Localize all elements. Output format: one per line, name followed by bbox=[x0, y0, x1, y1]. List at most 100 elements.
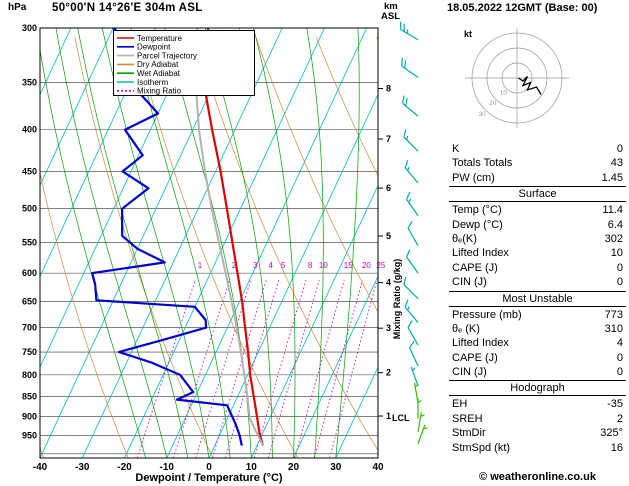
svg-text:3: 3 bbox=[386, 323, 391, 333]
stat-value: 0 bbox=[616, 366, 623, 379]
legend-item-label: Dry Adiabat bbox=[137, 60, 179, 69]
stat-value: 10 bbox=[610, 247, 623, 260]
dry-adiabats bbox=[40, 37, 378, 458]
stat-label: K bbox=[452, 143, 460, 155]
stat-value: 0 bbox=[616, 261, 623, 274]
svg-text:10: 10 bbox=[500, 90, 508, 97]
parcel-trajectory-curve bbox=[194, 28, 264, 447]
svg-text:2: 2 bbox=[232, 261, 237, 270]
svg-text:15: 15 bbox=[344, 261, 353, 270]
stat-row: CAPE (J) 0 bbox=[449, 351, 626, 365]
svg-text:800: 800 bbox=[22, 370, 37, 380]
svg-text:20: 20 bbox=[489, 100, 497, 107]
svg-text:-10: -10 bbox=[160, 462, 175, 473]
stat-label: Lifted Index bbox=[452, 337, 509, 350]
svg-text:20: 20 bbox=[362, 261, 371, 270]
svg-text:8: 8 bbox=[386, 84, 391, 94]
mixing-ratio-lines bbox=[136, 279, 378, 458]
section-header: Most Unstable bbox=[449, 290, 626, 307]
svg-text:3: 3 bbox=[253, 261, 258, 270]
legend-item-label: Wet Adiabat bbox=[137, 69, 181, 78]
svg-text:850: 850 bbox=[22, 391, 37, 401]
mixing-ratio-axis-label: Mixing Ratio (g/kg) bbox=[392, 258, 402, 340]
stat-value: 1.45 bbox=[601, 171, 623, 184]
asl-axis-unit: ASL bbox=[381, 11, 400, 22]
svg-text:900: 900 bbox=[22, 412, 37, 422]
svg-text:4: 4 bbox=[386, 278, 391, 288]
svg-text:650: 650 bbox=[22, 296, 37, 306]
stat-row: Temp (°C) 11.4 bbox=[449, 203, 626, 217]
stat-row: SREH 2 bbox=[449, 412, 626, 426]
stat-value: 773 bbox=[604, 308, 623, 321]
stat-value: 0 bbox=[616, 351, 623, 364]
legend-item-label: Dewpoint bbox=[137, 43, 171, 52]
stat-row: θₑ (K) 310 bbox=[449, 322, 626, 336]
svg-text:20: 20 bbox=[288, 462, 300, 473]
stat-label: SREH bbox=[452, 412, 483, 425]
copyright: © weatheronline.co.uk bbox=[479, 471, 596, 483]
stat-row: EH -35 bbox=[449, 397, 626, 411]
stat-row: StmSpd (kt) 16 bbox=[449, 441, 626, 455]
svg-text:4: 4 bbox=[268, 261, 273, 270]
station-title: 50°00'N 14°26'E 304m ASL bbox=[52, 2, 203, 14]
stat-label: PW (cm) bbox=[452, 171, 495, 184]
svg-text:450: 450 bbox=[22, 166, 37, 176]
stat-value: 302 bbox=[604, 232, 623, 245]
svg-text:2: 2 bbox=[386, 368, 391, 378]
svg-text:30: 30 bbox=[330, 462, 342, 473]
stat-label: θₑ (K) bbox=[452, 322, 480, 335]
stat-value: 16 bbox=[610, 441, 623, 454]
svg-text:40: 40 bbox=[372, 462, 384, 473]
stat-value: 4 bbox=[616, 337, 623, 350]
section-header: Surface bbox=[449, 186, 626, 203]
stat-row: Pressure (mb) 773 bbox=[449, 308, 626, 322]
stat-value: 310 bbox=[604, 322, 623, 335]
legend-item-label: Isotherm bbox=[137, 78, 168, 87]
stat-label: θₑ(K) bbox=[452, 232, 477, 245]
stat-label: CAPE (J) bbox=[452, 351, 498, 364]
svg-text:8: 8 bbox=[308, 261, 313, 270]
stat-row: CIN (J) 0 bbox=[449, 365, 626, 379]
km-axis: 1 2 3 4 5 6 7 8 bbox=[378, 84, 391, 421]
stat-row: θₑ(K) 302 bbox=[449, 232, 626, 246]
svg-text:350: 350 bbox=[22, 78, 37, 88]
stat-row: Lifted Index 4 bbox=[449, 336, 626, 350]
indices-panel: K 0 Totals Totals 43 PW (cm) 1.45 Surface Temp … bbox=[449, 142, 626, 455]
mixing-ratio-labels: 1 2 3 4 5 8 10 15 20 25 bbox=[198, 261, 386, 270]
stat-label: StmSpd (kt) bbox=[452, 441, 511, 454]
stat-label: CAPE (J) bbox=[452, 261, 498, 274]
wind-barbs bbox=[400, 21, 428, 444]
stat-value: 6.4 bbox=[607, 218, 623, 231]
svg-text:6: 6 bbox=[386, 183, 391, 193]
svg-text:30: 30 bbox=[479, 111, 487, 118]
legend-item-label: Parcel Trajectory bbox=[137, 51, 197, 60]
svg-text:700: 700 bbox=[22, 323, 37, 333]
stat-value: -35 bbox=[607, 398, 623, 411]
svg-text:1: 1 bbox=[386, 411, 391, 421]
stat-label: EH bbox=[452, 398, 468, 411]
stat-label: Pressure (mb) bbox=[452, 308, 522, 321]
stat-row: Lifted Index 10 bbox=[449, 246, 626, 260]
svg-text:600: 600 bbox=[22, 268, 37, 278]
stat-row: Totals Totals 43 bbox=[449, 156, 626, 170]
pressure-tick-labels: 300 350 400 450 500 550 600 650 700 750 800 850 900 9… bbox=[22, 23, 37, 441]
lcl-marker-label: LCL bbox=[392, 413, 410, 424]
stat-value: 11.4 bbox=[602, 204, 623, 217]
stat-row: StmDir 325° bbox=[449, 426, 626, 440]
svg-text:300: 300 bbox=[22, 23, 37, 33]
stat-label: Totals Totals bbox=[452, 157, 513, 170]
svg-text:10: 10 bbox=[319, 261, 328, 270]
x-axis-label: Dewpoint / Temperature (°C) bbox=[135, 472, 283, 484]
svg-text:7: 7 bbox=[386, 134, 391, 144]
stat-label: StmDir bbox=[452, 427, 486, 440]
stat-label: Lifted Index bbox=[452, 247, 509, 260]
section-header: Hodograph bbox=[449, 380, 626, 397]
legend-item-label: Temperature bbox=[137, 34, 182, 43]
hodograph-unit-label: kt bbox=[464, 29, 472, 39]
svg-text:550: 550 bbox=[22, 237, 37, 247]
